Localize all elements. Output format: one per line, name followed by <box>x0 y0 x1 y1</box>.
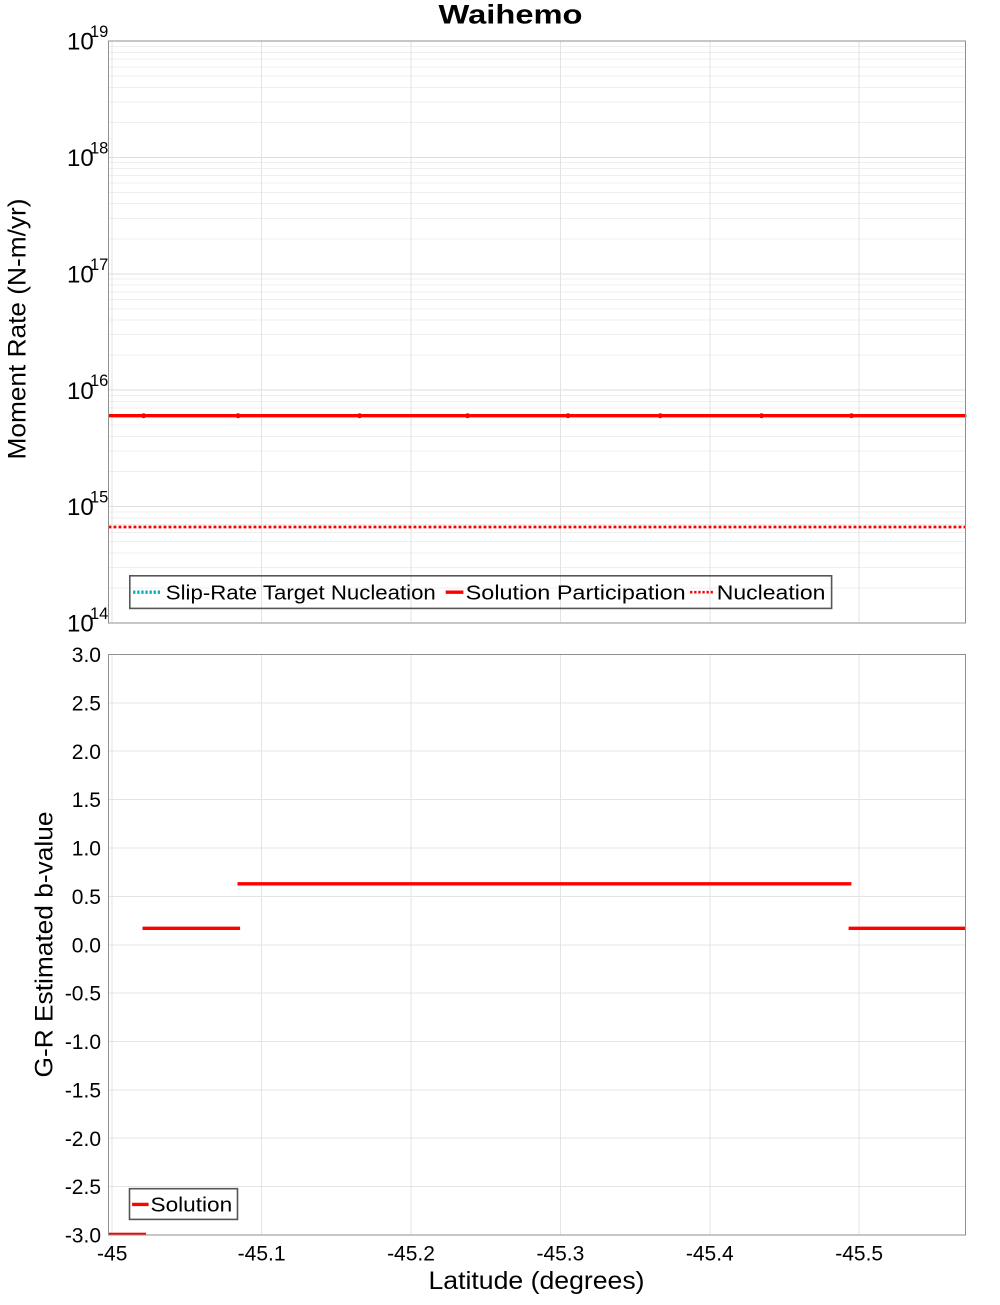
svg-text:-1.0: -1.0 <box>65 1031 101 1054</box>
svg-text:10: 10 <box>67 611 94 638</box>
svg-text:Nucleation: Nucleation <box>717 581 826 604</box>
svg-text:3.0: 3.0 <box>72 644 101 667</box>
svg-text:0.0: 0.0 <box>72 934 101 957</box>
svg-text:-1.5: -1.5 <box>65 1080 101 1103</box>
svg-text:-45.1: -45.1 <box>238 1243 286 1266</box>
svg-text:17: 17 <box>90 256 108 274</box>
svg-text:10: 10 <box>67 29 94 56</box>
svg-text:-0.5: -0.5 <box>65 983 101 1006</box>
svg-text:2.0: 2.0 <box>72 741 101 764</box>
svg-text:15: 15 <box>90 489 108 507</box>
svg-text:10: 10 <box>67 261 94 288</box>
svg-text:10: 10 <box>67 494 94 521</box>
svg-text:Solution: Solution <box>151 1194 233 1217</box>
svg-text:Slip-Rate Target Nucleation: Slip-Rate Target Nucleation <box>166 581 436 604</box>
svg-text:G-R Estimated b-value: G-R Estimated b-value <box>31 812 59 1078</box>
svg-text:10: 10 <box>67 378 94 405</box>
svg-text:0.5: 0.5 <box>72 886 101 909</box>
svg-text:1.5: 1.5 <box>72 789 101 812</box>
svg-text:-2.5: -2.5 <box>65 1176 101 1199</box>
svg-text:14: 14 <box>90 605 108 623</box>
svg-text:Latitude (degrees): Latitude (degrees) <box>429 1267 645 1295</box>
svg-text:-45.2: -45.2 <box>387 1243 435 1266</box>
svg-text:Waihemo: Waihemo <box>439 0 583 30</box>
svg-text:16: 16 <box>90 372 108 390</box>
svg-text:2.5: 2.5 <box>72 693 101 716</box>
svg-text:1.0: 1.0 <box>72 838 101 861</box>
svg-text:Solution Participation: Solution Participation <box>466 581 686 604</box>
svg-text:Moment Rate (N-m/yr): Moment Rate (N-m/yr) <box>4 199 32 460</box>
svg-text:18: 18 <box>90 139 108 157</box>
svg-text:-2.0: -2.0 <box>65 1128 101 1151</box>
svg-text:-45: -45 <box>97 1243 127 1266</box>
svg-text:-45.5: -45.5 <box>835 1243 883 1266</box>
svg-text:-45.3: -45.3 <box>536 1243 584 1266</box>
svg-text:19: 19 <box>90 23 108 41</box>
svg-text:-3.0: -3.0 <box>65 1225 101 1248</box>
svg-text:10: 10 <box>67 145 94 172</box>
svg-text:-45.4: -45.4 <box>686 1243 734 1266</box>
